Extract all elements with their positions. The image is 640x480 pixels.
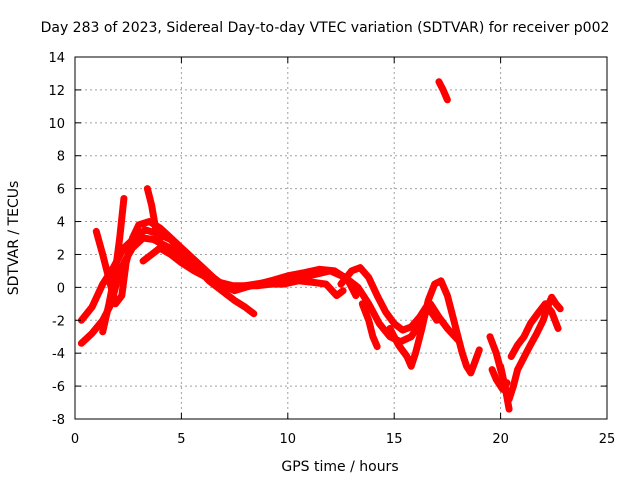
y-axis-label: SDTVAR / TECUs [6,181,22,296]
y-tick-label: 14 [48,51,65,66]
y-tick-label: 2 [57,248,65,263]
series-trace-8 [358,300,381,351]
series-trace-6 [139,244,173,265]
y-tick-label: 8 [57,150,65,165]
x-tick-label: 0 [71,432,79,447]
y-tick-label: 12 [48,84,65,99]
x-tick-label: 20 [492,432,509,447]
y-tick-label: -6 [52,380,65,395]
y-tick-label: 10 [48,117,65,132]
chart-title: Day 283 of 2023, Sidereal Day-to-day VTE… [41,20,610,36]
series-trace-14 [488,366,511,393]
y-tick-label: 4 [57,216,65,231]
series-trace-3 [92,218,360,308]
x-axis-label: GPS time / hours [281,459,398,475]
plot-frame [74,56,608,420]
axis-ticks: 0 5 10 15 20 25 -8 -6 -4 -2 0 2 4 6 8 10 12 14 [48,51,615,447]
y-tick-label: 0 [57,281,65,296]
data-series [77,78,564,413]
series-trace-4 [99,195,128,336]
series-trace-10 [435,78,451,104]
y-tick-label: -8 [52,413,65,428]
y-tick-label: -4 [52,347,65,362]
x-tick-label: 15 [386,432,403,447]
x-tick-label: 25 [599,432,616,447]
x-tick-label: 10 [280,432,297,447]
series-trace-9 [386,277,483,377]
series-trace-13 [507,300,562,360]
y-tick-label: -2 [52,314,65,329]
x-tick-label: 5 [177,432,185,447]
y-tick-label: 6 [57,183,65,198]
